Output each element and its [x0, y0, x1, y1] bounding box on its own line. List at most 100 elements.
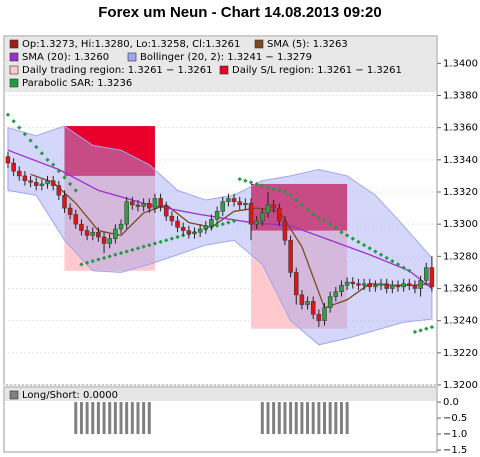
bar — [108, 402, 112, 435]
sar-dot — [424, 326, 429, 331]
sar-dot — [56, 168, 61, 174]
sar-dot — [220, 222, 225, 227]
legend-swatch — [9, 39, 19, 49]
y-tick-label: 1.3300 — [443, 219, 478, 230]
bar — [130, 402, 134, 435]
candle-body — [135, 204, 141, 207]
bar — [91, 402, 95, 435]
candle-body — [118, 223, 124, 230]
candle-body — [5, 156, 11, 164]
bollinger-band — [7, 125, 433, 346]
candle-body — [378, 283, 384, 286]
candle-body — [395, 285, 401, 288]
candle-body — [339, 285, 344, 292]
sar-dot — [248, 180, 254, 185]
sar-dot — [169, 236, 175, 241]
bar — [125, 402, 129, 435]
region — [64, 126, 155, 176]
sar-dot — [141, 244, 146, 249]
bar — [294, 402, 298, 435]
candle-body — [265, 204, 271, 214]
candle-body — [305, 301, 310, 305]
candle-body — [186, 230, 192, 235]
y-tick-label: 1.3400 — [443, 58, 478, 69]
candle-body — [214, 211, 220, 220]
candle-body — [220, 201, 226, 212]
candle-body — [45, 180, 50, 185]
candle-body — [231, 198, 237, 202]
sar-dot — [152, 241, 158, 246]
y-tick-label: 1.3360 — [443, 123, 478, 134]
legend-swatch — [219, 65, 229, 75]
legend-label: SMA (5): 1.3263 — [267, 39, 348, 50]
bar — [147, 402, 151, 435]
sar-dot — [288, 193, 293, 198]
legend-label: Daily trading region: 1.3261 − 1.3261 — [22, 65, 213, 76]
sar-dot — [237, 177, 242, 182]
candle-body — [237, 201, 242, 206]
bar — [323, 402, 327, 435]
candle-body — [175, 220, 180, 228]
candle-body — [107, 238, 112, 244]
sar-dot — [373, 249, 378, 254]
candle-body — [192, 231, 197, 235]
candle-body — [17, 170, 22, 177]
sar-dot — [395, 262, 401, 267]
candle-body — [56, 185, 62, 196]
sar-dot — [260, 183, 265, 188]
chart-title: Forex um Neun - Chart 14.08.2013 09:20 — [98, 4, 381, 21]
sar-dot — [231, 218, 237, 224]
sar-dot — [147, 242, 152, 248]
sar-dot — [322, 218, 327, 224]
sar-dot — [333, 225, 338, 230]
sar-dot — [265, 185, 271, 190]
sar-dot — [17, 125, 22, 130]
bar — [96, 402, 100, 435]
sar-dot — [130, 247, 135, 253]
candle-body — [243, 203, 248, 206]
legend-swatch — [9, 65, 19, 75]
candle-body — [356, 283, 361, 286]
sar-dot — [418, 328, 423, 333]
candle-body — [271, 204, 276, 209]
candle-body — [282, 220, 288, 241]
bar — [345, 402, 349, 435]
bar — [289, 402, 293, 435]
candle-body — [163, 206, 169, 217]
sar-dot — [350, 236, 355, 241]
bar — [300, 402, 304, 435]
sar-dot — [361, 242, 367, 248]
candle-body — [361, 283, 367, 286]
sar-dot — [299, 202, 305, 207]
candle-body — [11, 162, 16, 172]
legend-swatch — [9, 52, 19, 62]
bar — [113, 402, 117, 435]
sar-dot — [254, 181, 259, 187]
candle-body — [333, 291, 339, 297]
sar-dot — [271, 186, 276, 191]
sar-dot — [328, 222, 333, 227]
bar — [85, 402, 89, 435]
legend-swatch — [127, 52, 137, 62]
candle-body — [418, 280, 423, 289]
candle-body — [429, 267, 435, 288]
bar — [136, 402, 140, 435]
y-tick-label: 1.3280 — [443, 251, 478, 262]
bar — [266, 402, 270, 435]
bar — [74, 402, 78, 435]
y-tick-label: 1.3200 — [443, 380, 478, 391]
sar-dot — [401, 265, 406, 270]
sar-dot — [158, 239, 163, 244]
sar-dot — [226, 220, 231, 225]
y-tick-label: 1.3320 — [443, 187, 478, 198]
candle-body — [90, 231, 95, 236]
bar — [119, 402, 123, 435]
candle-body — [84, 230, 90, 236]
candle-body — [50, 180, 56, 186]
sar-dot — [164, 238, 169, 243]
y-tick-label: −1.0 — [443, 429, 467, 440]
candle-body — [152, 198, 158, 209]
sar-dot — [345, 233, 350, 238]
bar — [311, 402, 315, 435]
candle-body — [28, 180, 33, 183]
